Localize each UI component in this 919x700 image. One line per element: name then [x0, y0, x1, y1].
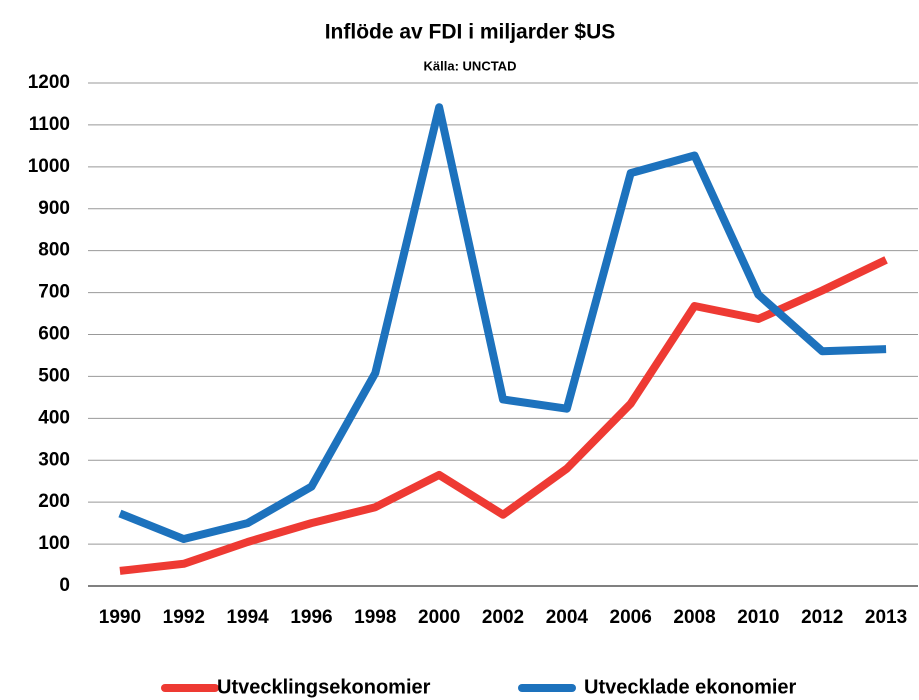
y-tick-label: 1000	[28, 156, 70, 177]
y-tick-label: 700	[38, 282, 70, 303]
x-tick-label: 2012	[801, 607, 843, 628]
y-tick-label: 900	[38, 198, 70, 219]
x-tick-label: 1996	[290, 607, 332, 628]
data-line	[119, 256, 888, 575]
x-tick-label: 2000	[418, 607, 460, 628]
x-tick-label: 1998	[354, 607, 396, 628]
x-tick-label: 2006	[610, 607, 652, 628]
x-tick-label: 2008	[673, 607, 715, 628]
data-line	[118, 103, 887, 544]
x-tick-label: 1992	[163, 607, 205, 628]
legend-label: Utvecklingsekonomier	[217, 676, 431, 698]
y-tick-label: 100	[38, 533, 70, 554]
y-tick-label: 600	[38, 324, 70, 345]
chart-title: Inflöde av FDI i miljarder $US	[325, 21, 616, 44]
chart-subtitle: Källa: UNCTAD	[424, 58, 517, 73]
x-tick-label: 2013	[865, 607, 907, 628]
y-tick-label: 1200	[28, 72, 70, 93]
y-tick-label: 300	[38, 449, 70, 470]
x-tick-label: 1990	[99, 607, 141, 628]
y-tick-label: 500	[38, 365, 70, 386]
x-tick-label: 2002	[482, 607, 524, 628]
y-tick-label: 800	[38, 240, 70, 261]
y-tick-label: 200	[38, 491, 70, 512]
y-tick-label: 0	[59, 575, 70, 596]
x-tick-label: 1994	[226, 607, 269, 628]
legend-label: Utvecklade ekonomier	[584, 676, 797, 698]
x-tick-label: 2010	[737, 607, 779, 628]
y-tick-label: 1100	[29, 114, 70, 135]
y-tick-label: 400	[38, 407, 70, 428]
x-tick-label: 2004	[546, 607, 589, 628]
